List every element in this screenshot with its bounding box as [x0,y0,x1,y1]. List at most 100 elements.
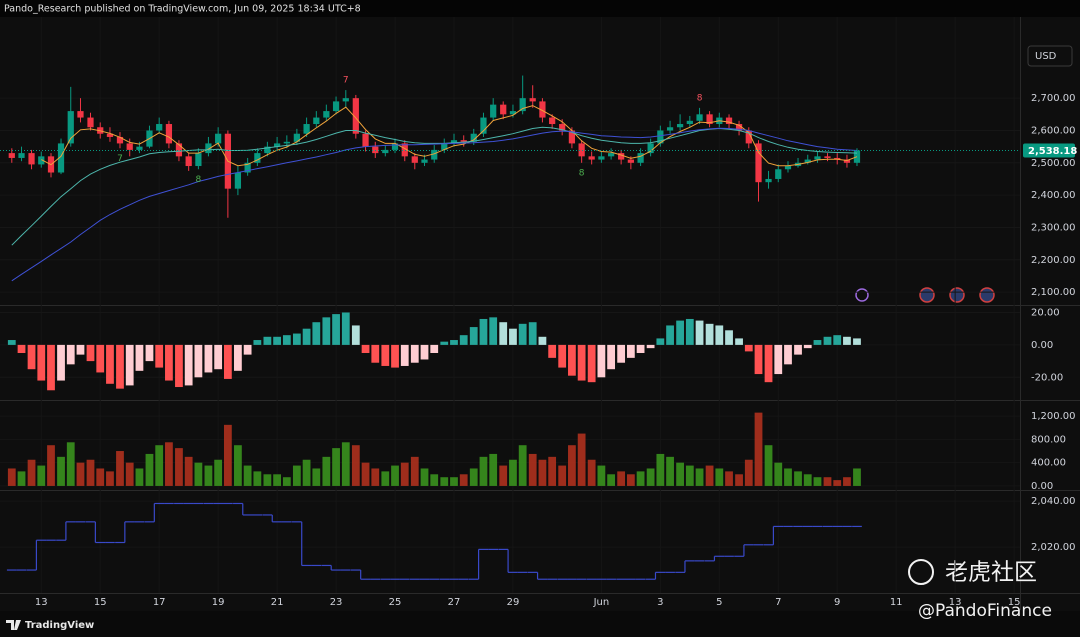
histogram-bar [76,344,85,355]
y-tick-label: 2,600.00 [1031,125,1076,136]
histogram-bar [558,344,567,368]
volume-bar [341,442,350,486]
candle-body [460,140,467,142]
histogram-bar [509,328,517,345]
histogram-bar [695,320,704,345]
volume-bar [607,474,616,486]
volume-bar [420,468,429,486]
histogram-bar [528,322,537,345]
volume-bar [155,445,164,486]
volume-bar [223,424,232,486]
volume-bar [263,474,272,486]
candle-body [342,98,349,102]
candle-body [8,153,15,158]
volume-bar [695,468,704,486]
currency-box[interactable] [1027,45,1073,67]
volume-bar [656,453,665,486]
volume-bar [37,465,46,486]
volume-bar [322,456,331,486]
candle-body [175,143,183,157]
histogram-bar [577,344,586,381]
volume-bar [400,462,409,486]
footer-bar [0,611,1080,637]
histogram-bar [106,344,114,384]
flag-icon[interactable] [979,287,995,303]
volume-bar [381,471,390,486]
histogram-bar [705,323,714,345]
candle-body [647,143,654,154]
histogram-bar [410,344,419,363]
candle-body [38,156,45,165]
volume-bar [794,471,802,486]
y-tick-label: 2,700.00 [1031,93,1076,104]
histogram-bar [735,338,743,345]
flag-icon[interactable] [949,287,965,303]
currency-label: USD [1035,51,1057,62]
candle-body [657,130,664,144]
candle-body [215,133,222,144]
header-bar [0,0,1080,17]
candle-body [431,149,438,160]
candle-body [254,153,261,163]
flag-icon[interactable] [919,287,935,303]
histogram-bar [243,344,252,355]
histogram-bar [489,317,498,345]
candle-body [784,166,792,170]
histogram-bar [175,344,183,388]
histogram-bar [813,340,822,345]
histogram-bar [450,340,458,345]
volume-bar [528,453,537,486]
histogram-bar [155,344,164,368]
candle-body [588,156,595,160]
candle-body [332,101,340,112]
volume-bar [86,459,95,486]
candle-body [853,150,861,163]
volume-bar [204,465,213,486]
volume-bar [715,468,724,486]
histogram-bar [784,344,792,365]
histogram-bar [843,336,851,345]
histogram-bar [204,344,213,373]
event-icon[interactable] [855,288,869,302]
volume-bar [518,445,527,486]
candle-body [755,143,762,183]
histogram-bar [253,340,262,345]
histogram-bar [499,322,508,345]
histogram-bar [223,344,232,379]
volume-bar [273,474,282,486]
x-tick-label: 27 [448,597,461,608]
y-tick-label: 400.00 [1031,458,1066,469]
candle-body [490,104,497,118]
y-tick-label: 2,200.00 [1031,255,1076,266]
candle-body [401,143,408,157]
x-tick-label: 9 [834,597,840,608]
footer-text: TradingView [25,620,94,631]
x-tick-label: 15 [94,597,107,608]
histogram-bar [391,344,399,368]
volume-bar [282,477,291,486]
sequence-count-label: 7 [117,154,123,164]
volume-bar [292,465,301,486]
candle-body [843,159,851,163]
x-tick-label: 13 [949,597,962,608]
candle-body [608,153,615,157]
volume-bar [135,468,144,486]
candle-body [627,159,634,163]
candle-body [745,130,752,144]
volume-bar [813,477,822,486]
candle-body [293,133,300,142]
histogram-bar [440,341,449,345]
histogram-bar [587,344,596,383]
volume-bar [568,445,576,486]
candle-body [804,159,811,163]
volume-bar [47,445,55,486]
histogram-bar [597,344,606,378]
volume-bar [833,480,842,486]
candle-body [126,143,133,150]
volume-bar [214,459,223,486]
histogram-bar [381,344,390,366]
candle-body [559,124,566,131]
volume-bar [184,456,193,486]
volume-bar [145,453,154,486]
